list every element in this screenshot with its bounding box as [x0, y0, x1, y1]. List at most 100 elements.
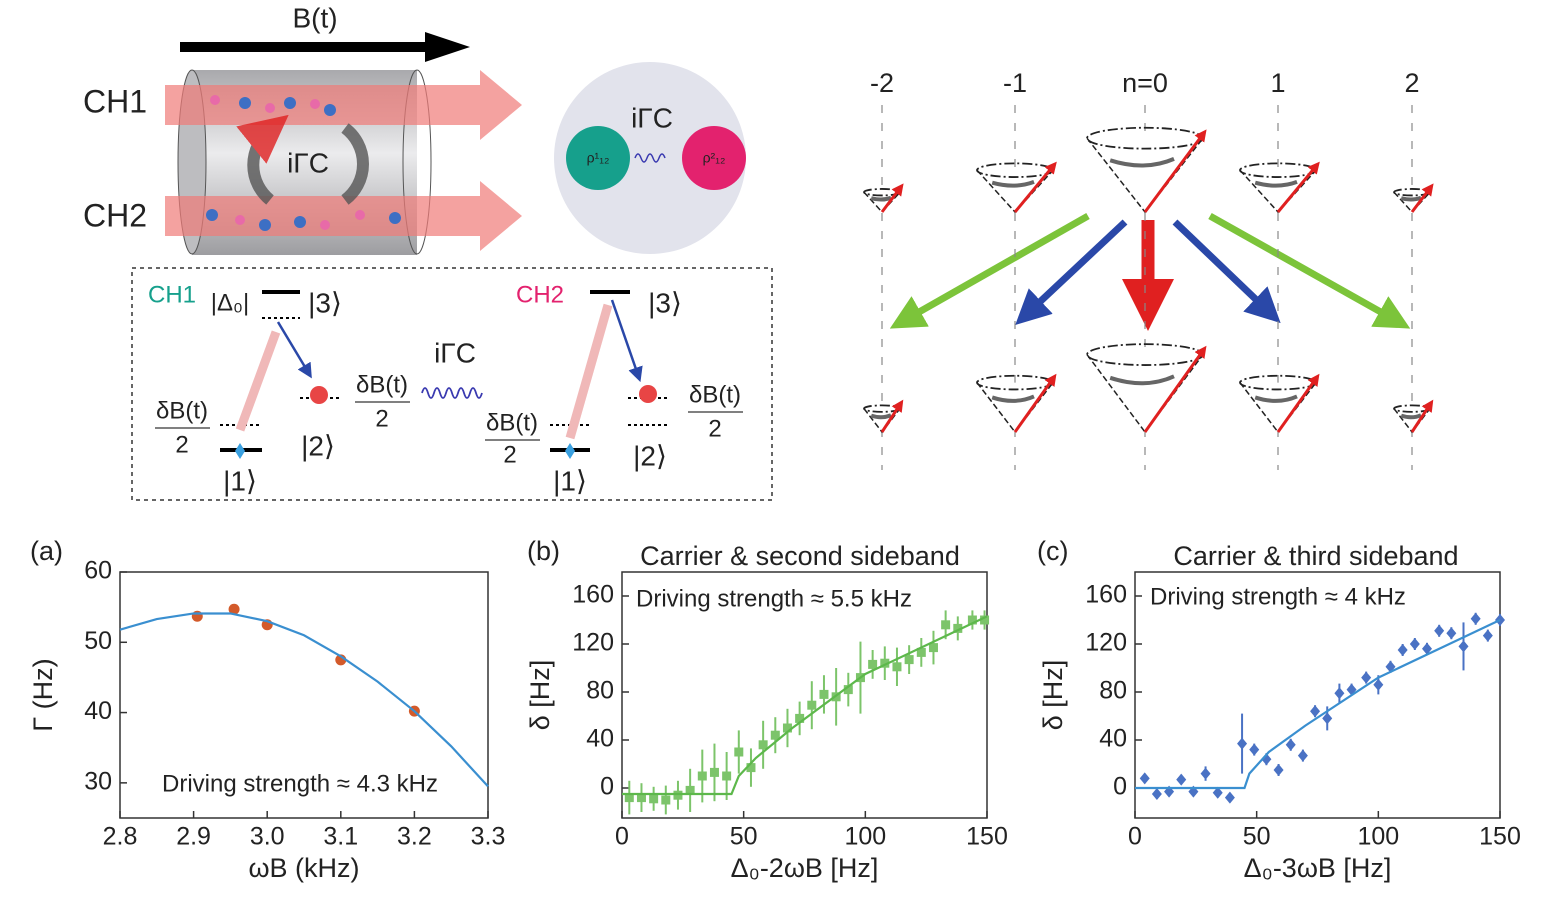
point: [624, 793, 634, 803]
annotation: Driving strength ≈ 4.3 kHz: [162, 770, 438, 797]
point: [661, 795, 671, 805]
point: [1470, 612, 1481, 625]
plot-frame: [621, 571, 988, 819]
y-tick-label: 40: [84, 697, 112, 725]
x-axis-label: ωB (kHz): [248, 853, 359, 883]
precession: [1400, 195, 1422, 202]
point: [1151, 788, 1162, 800]
y-tick-label: 80: [586, 677, 614, 705]
fit-line: [622, 615, 988, 796]
cone: [1239, 373, 1320, 434]
sideband-label: 1: [1270, 68, 1285, 98]
y-tick-label: 160: [572, 581, 614, 609]
x-tick-label: 0: [1128, 823, 1142, 851]
x-tick-label: 0: [615, 823, 629, 851]
vapor-cell: B(t) CH1 CH2 iΓC: [83, 2, 522, 255]
point: [1249, 743, 1260, 756]
transition-arrow: [1208, 212, 1411, 329]
point: [1322, 712, 1333, 725]
precession: [1109, 157, 1175, 168]
y-tick-label: 80: [1099, 677, 1127, 705]
y-tick-label: 0: [1113, 773, 1127, 801]
cone: [976, 373, 1057, 434]
sideband-label: -1: [1003, 68, 1027, 98]
x-tick-label: 50: [1243, 823, 1271, 851]
cone: [1239, 161, 1320, 214]
point: [967, 615, 977, 625]
state-label: |1⟩: [553, 465, 587, 496]
decay-arrow: [610, 299, 643, 383]
transition-arrow: [1172, 219, 1281, 324]
atom: [565, 443, 575, 459]
point: [1373, 678, 1384, 691]
state-label: |3⟩: [648, 287, 682, 318]
chart-title: Carrier & second sideband: [640, 541, 960, 571]
sideband-label: n=0: [1122, 68, 1168, 98]
x-tick-label: 3.3: [471, 823, 506, 851]
detuning-label: |Δ₀|: [211, 289, 249, 316]
coupling-bubble: ρ¹₁₂ ρ²₁₂ iΓC: [554, 62, 746, 254]
y-tick-label: 0: [600, 773, 614, 801]
point: [709, 767, 719, 777]
point: [843, 685, 853, 695]
x-tick-label: 150: [1479, 823, 1521, 851]
point: [649, 794, 659, 804]
sideband-diagram: -2 -1 n=0 1 2: [863, 68, 1434, 470]
atoms: [206, 97, 401, 231]
point: [980, 615, 990, 625]
cone: [863, 183, 904, 214]
point: [819, 689, 829, 699]
channel-label: CH2: [516, 281, 564, 308]
y-tick-label: 40: [586, 725, 614, 753]
spin: [1410, 183, 1434, 213]
y-tick-label: 60: [84, 557, 112, 585]
annotation: Driving strength ≈ 5.5 kHz: [636, 585, 912, 612]
fit-line: [1135, 619, 1501, 790]
precession: [870, 413, 892, 420]
precession: [1109, 374, 1175, 386]
point: [1422, 642, 1432, 655]
plot-frame: [119, 571, 489, 819]
x-tick-label: 3.0: [250, 823, 285, 851]
x-axis-label: Δ₀-2ωB [Hz]: [731, 853, 879, 883]
shift-den: 2: [503, 441, 516, 468]
point: [1397, 644, 1408, 656]
wave: [421, 387, 483, 399]
x-tick-label: 2.9: [176, 823, 211, 851]
coupling-label: iΓC: [631, 102, 673, 133]
point: [1409, 638, 1420, 650]
atom: [310, 386, 328, 404]
point: [1212, 786, 1223, 799]
point: [880, 658, 890, 668]
panel-label: (b): [527, 536, 560, 566]
cone: [976, 161, 1057, 214]
chart: 0 50 100 150 0 40 80 120 160 Δ₀-3ωB [Hz] δ [Hz] (c)…: [1037, 536, 1521, 883]
chart-title: Carrier & third sideband: [1173, 541, 1458, 571]
spin: [1276, 161, 1320, 213]
point: [228, 603, 240, 615]
point: [685, 785, 695, 795]
y-axis-label: Γ (Hz): [28, 658, 58, 731]
chart: 0 50 100 150 0 40 80 120 160 Δ₀-2ωB [Hz] δ [Hz] (b)…: [525, 536, 1008, 883]
channel-dot: [682, 126, 746, 190]
shift-num: δB(t): [356, 371, 408, 398]
y-tick-label: 50: [84, 627, 112, 655]
point: [1176, 773, 1187, 786]
cone: [1393, 183, 1434, 214]
state-label: |2⟩: [633, 440, 667, 471]
point: [916, 647, 926, 657]
coupling-label: iΓC: [434, 337, 476, 368]
rho-label: ρ²₁₂: [703, 150, 726, 166]
panel-label: (c): [1037, 536, 1068, 566]
point: [1237, 737, 1248, 750]
point: [782, 723, 792, 733]
shift-num: δB(t): [689, 381, 741, 408]
precession: [870, 195, 892, 202]
cone-body: [976, 382, 1054, 434]
point: [758, 740, 768, 750]
point: [928, 643, 938, 653]
point: [734, 747, 744, 757]
plot-frame: [1134, 571, 1501, 819]
spin: [1143, 129, 1207, 213]
point: [722, 771, 732, 781]
